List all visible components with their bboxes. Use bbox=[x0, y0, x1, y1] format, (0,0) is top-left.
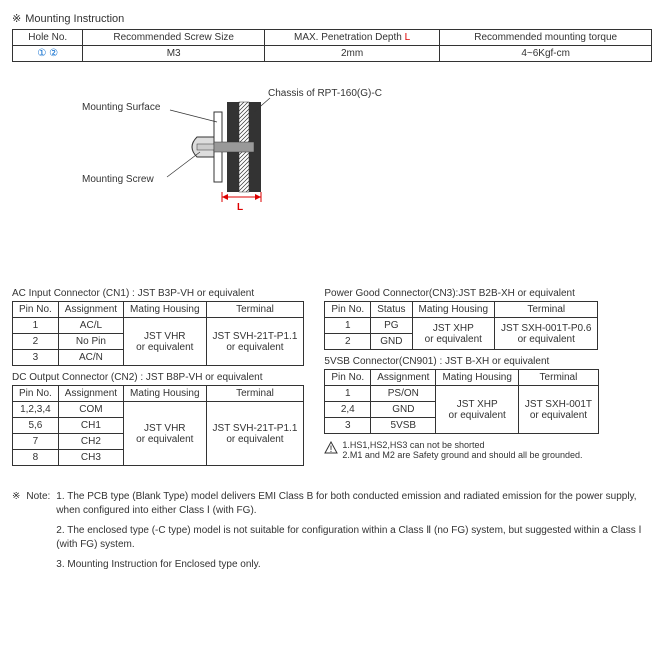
cn3-title: Power Good Connector(CN3):JST B2B-XH or … bbox=[324, 288, 599, 299]
notes-label: Note: bbox=[26, 490, 50, 578]
note-2: 2. The enclosed type (-C type) model is … bbox=[56, 524, 658, 552]
mount-h3: Recommended mounting torque bbox=[440, 30, 652, 46]
mount-h2: MAX. Penetration Depth L bbox=[264, 30, 439, 46]
right-column: Power Good Connector(CN3):JST B2B-XH or … bbox=[324, 282, 599, 466]
cn901-table: Pin No. Assignment Mating Housing Termin… bbox=[324, 369, 599, 434]
cn1-table: Pin No. Assignment Mating Housing Termin… bbox=[12, 301, 304, 366]
warning-block: ! 1.HS1,HS2,HS3 can not be shorted 2.M1 … bbox=[324, 440, 599, 460]
mount-screw: M3 bbox=[83, 46, 264, 62]
cn3-table: Pin No. Status Mating Housing Terminal 1… bbox=[324, 301, 598, 350]
cn1-title: AC Input Connector (CN1) : JST B3P-VH or… bbox=[12, 288, 304, 299]
mount-torque: 4~6Kgf-cm bbox=[440, 46, 652, 62]
svg-text:!: ! bbox=[330, 444, 333, 454]
warn-line1: 1.HS1,HS2,HS3 can not be shorted bbox=[342, 440, 582, 450]
cn2-table: Pin No. Assignment Mating Housing Termin… bbox=[12, 385, 304, 466]
label-chassis: Chassis of RPT-160(G)-C bbox=[268, 88, 382, 99]
left-column: AC Input Connector (CN1) : JST B3P-VH or… bbox=[12, 282, 304, 466]
label-L: L bbox=[237, 202, 243, 213]
cn2-title: DC Output Connector (CN2) : JST B8P-VH o… bbox=[12, 372, 304, 383]
warning-icon: ! bbox=[324, 441, 338, 461]
mount-h1: Recommended Screw Size bbox=[83, 30, 264, 46]
notes-block: ※ Note: 1. The PCB type (Blank Type) mod… bbox=[12, 490, 658, 578]
mounting-diagram: Mounting Surface Chassis of RPT-160(G)-C… bbox=[82, 92, 342, 222]
label-screw: Mounting Screw bbox=[82, 174, 154, 185]
mount-h0: Hole No. bbox=[13, 30, 83, 46]
mount-depth: 2mm bbox=[264, 46, 439, 62]
mount-holes: ① ② bbox=[13, 46, 83, 62]
label-surface: Mounting Surface bbox=[82, 102, 160, 113]
mounting-title: Mounting Instruction bbox=[12, 12, 658, 25]
mounting-table: Hole No. Recommended Screw Size MAX. Pen… bbox=[12, 29, 652, 62]
warn-line2: 2.M1 and M2 are Safety ground and should… bbox=[342, 450, 582, 460]
note-3: 3. Mounting Instruction for Enclosed typ… bbox=[56, 558, 658, 572]
cn901-title: 5VSB Connector(CN901) : JST B-XH or equi… bbox=[324, 356, 599, 367]
note-1: 1. The PCB type (Blank Type) model deliv… bbox=[56, 490, 658, 518]
